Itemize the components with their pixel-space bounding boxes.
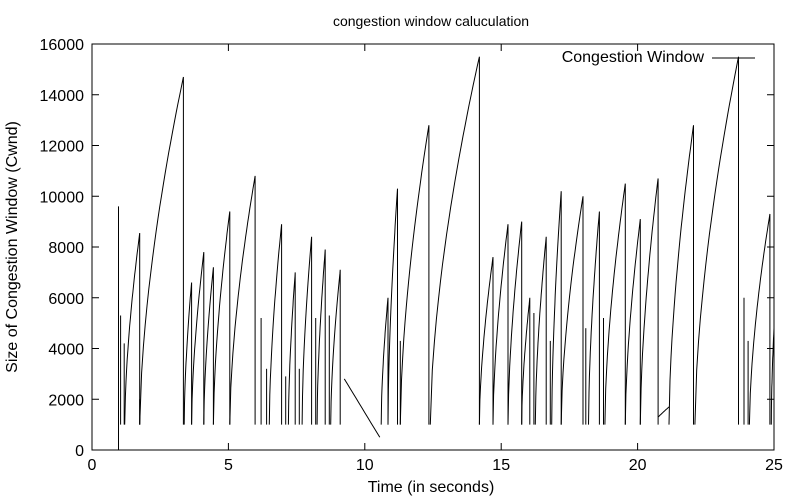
series-line-segment bbox=[534, 236, 547, 425]
series-line-segment bbox=[560, 196, 584, 425]
y-tick-label: 14000 bbox=[40, 88, 85, 105]
series-line-segment bbox=[604, 183, 626, 425]
x-tick-label: 20 bbox=[629, 457, 647, 474]
x-tick-label: 25 bbox=[765, 457, 783, 474]
series-line-segment bbox=[588, 211, 600, 425]
series-line-segment bbox=[268, 224, 283, 425]
series-line-segment bbox=[212, 211, 231, 425]
series-line-segment bbox=[429, 56, 480, 425]
chart-title: congestion window caluculation bbox=[333, 13, 529, 29]
series-line-segment bbox=[639, 178, 659, 425]
x-tick-label: 15 bbox=[492, 457, 510, 474]
x-tick-label: 5 bbox=[224, 457, 233, 474]
y-tick-label: 6000 bbox=[48, 291, 84, 308]
y-tick-label: 8000 bbox=[48, 240, 84, 257]
series-line-segment bbox=[387, 188, 398, 425]
legend: Congestion Window bbox=[562, 49, 755, 66]
series-line-segment bbox=[668, 125, 694, 425]
series-line-segment bbox=[380, 297, 389, 425]
series-line-segment bbox=[229, 175, 256, 425]
series-line-segment bbox=[124, 232, 141, 425]
series-line-segment bbox=[551, 191, 562, 425]
series-line-segment bbox=[203, 267, 214, 425]
series-line-segment bbox=[301, 236, 313, 425]
x-axis-label: Time (in seconds) bbox=[368, 479, 495, 496]
series-line-segment bbox=[139, 76, 184, 425]
series-line-segment bbox=[624, 219, 641, 425]
y-tick-label: 0 bbox=[75, 443, 84, 460]
series-congestion-window bbox=[118, 56, 775, 450]
series-line-segment bbox=[316, 249, 326, 425]
series-line-segment bbox=[287, 272, 296, 425]
y-tick-label: 4000 bbox=[48, 342, 84, 359]
series-line-segment bbox=[330, 269, 341, 425]
series-line-segment bbox=[191, 252, 205, 425]
series-line-segment bbox=[748, 213, 771, 425]
series-line-segment bbox=[521, 297, 531, 425]
series-line-segment bbox=[478, 257, 494, 425]
y-tick-label: 16000 bbox=[40, 37, 85, 54]
y-tick-label: 10000 bbox=[40, 189, 85, 206]
series-line-segment bbox=[694, 56, 739, 425]
series-line-segment bbox=[657, 406, 670, 418]
series-line-segment bbox=[399, 125, 430, 425]
series-line-segment bbox=[507, 221, 523, 425]
x-tick-label: 10 bbox=[356, 457, 374, 474]
series-line-segment bbox=[183, 282, 193, 425]
y-axis-label: Size of Congestion Window (Cwnd) bbox=[4, 121, 21, 373]
y-tick-label: 2000 bbox=[48, 392, 84, 409]
x-tick-label: 0 bbox=[88, 457, 97, 474]
axis-ticks: 0 5 10 15 20 25 0 2000 4000 6000 8000 10000 12000 140… bbox=[40, 37, 784, 474]
legend-label: Congestion Window bbox=[562, 49, 705, 66]
plot-frame bbox=[91, 43, 775, 451]
series-line-segment bbox=[343, 378, 381, 438]
series-line-segment bbox=[492, 224, 509, 425]
y-tick-label: 12000 bbox=[40, 139, 85, 156]
